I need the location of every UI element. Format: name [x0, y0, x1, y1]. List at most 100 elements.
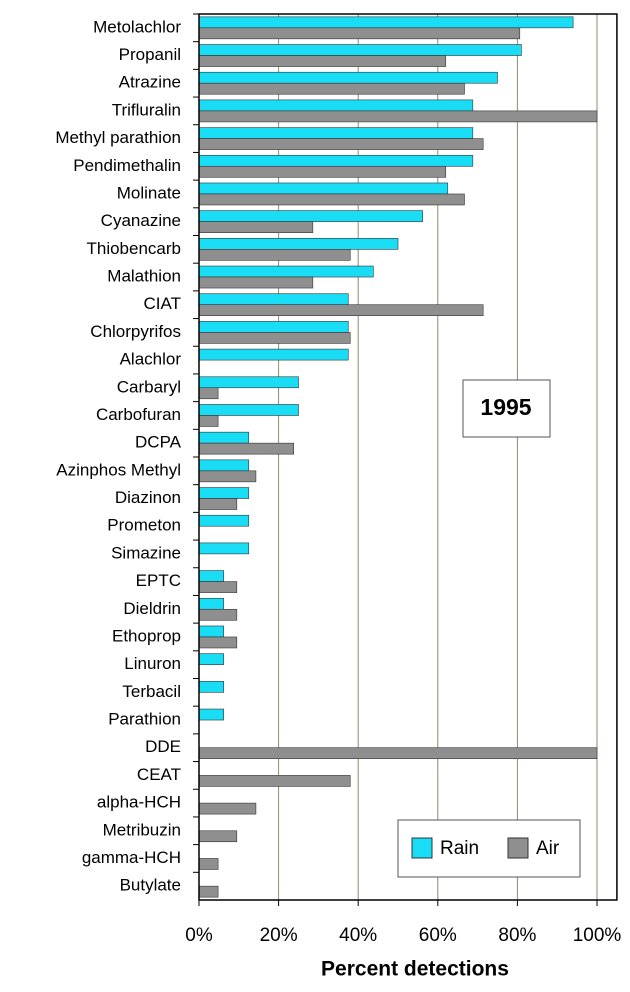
x-tick-label: 20% — [260, 925, 298, 946]
bar — [198, 653, 224, 665]
y-tick-label: gamma-HCH — [82, 848, 181, 867]
bar — [198, 681, 224, 693]
bar — [198, 110, 598, 123]
x-axis-title: Percent detections — [321, 958, 509, 981]
bar — [198, 747, 598, 760]
y-tick-label: Methyl parathion — [55, 128, 181, 147]
y-tick-label: EPTC — [136, 571, 181, 590]
bar — [198, 597, 224, 610]
bar — [198, 55, 447, 67]
x-tick-label: 60% — [419, 925, 457, 946]
y-tick-label: Propanil — [119, 45, 181, 64]
bar — [198, 708, 224, 721]
bar — [198, 348, 349, 361]
annotation: 1995 — [480, 394, 531, 420]
y-tick-label: Linuron — [124, 654, 181, 673]
y-tick-label: Cyanazine — [101, 211, 181, 230]
bar — [198, 498, 238, 510]
y-tick-label: alpha-HCH — [97, 793, 181, 812]
bar — [198, 165, 447, 178]
y-tick-label: DDE — [145, 737, 181, 756]
bar — [198, 16, 574, 29]
bar — [198, 608, 238, 621]
bar — [198, 293, 349, 306]
y-tick-label: CEAT — [137, 765, 181, 784]
bar — [198, 470, 257, 483]
bar — [198, 802, 257, 815]
y-tick-label: Malathion — [107, 267, 181, 286]
annotation-box — [462, 379, 551, 438]
bar — [198, 138, 484, 150]
y-tick-label: Pendimethalin — [73, 156, 181, 175]
bar — [198, 193, 465, 206]
bar — [198, 238, 399, 250]
bar — [198, 82, 465, 95]
y-tick-label: CIAT — [144, 294, 181, 313]
y-tick-label: Metribuzin — [103, 820, 181, 839]
bar — [198, 830, 238, 843]
bar — [198, 885, 219, 898]
bar — [198, 542, 250, 555]
bar — [198, 27, 521, 40]
bar — [198, 99, 474, 112]
bar — [198, 431, 250, 444]
y-tick-label: Trifluralin — [112, 100, 181, 119]
bar — [198, 182, 449, 195]
bar — [198, 459, 250, 472]
bar — [198, 625, 224, 638]
x-tick-label: 40% — [339, 925, 377, 946]
y-tick-label: Molinate — [117, 183, 181, 202]
legend-swatch — [507, 837, 529, 859]
y-tick-label: Simazine — [111, 543, 181, 562]
x-tick-label: 100% — [573, 925, 622, 946]
bar — [198, 127, 474, 139]
y-tick-label: Carbofuran — [96, 405, 181, 424]
bar — [198, 71, 498, 84]
bar — [198, 265, 374, 278]
y-tick-label: Chlorpyrifos — [90, 322, 181, 341]
plot-frame — [198, 13, 618, 901]
bar — [198, 581, 238, 593]
bar — [198, 404, 299, 416]
bar — [198, 858, 219, 870]
bar — [198, 210, 423, 222]
y-tick-label: Butylate — [120, 876, 181, 895]
bar — [198, 304, 484, 317]
bar — [198, 44, 522, 56]
y-tick-label: Azinphos Methyl — [56, 460, 181, 479]
y-tick-label: Metolachlor — [93, 17, 181, 36]
bar — [198, 221, 314, 233]
y-tick-label: Dieldrin — [123, 599, 181, 618]
bar — [198, 487, 250, 499]
x-tick-label: 0% — [185, 925, 213, 946]
bar — [198, 387, 219, 400]
legend-label: Air — [536, 838, 560, 859]
legend-swatch — [411, 837, 433, 859]
y-tick-label: Parathion — [108, 710, 181, 729]
y-tick-label: Alachlor — [120, 350, 182, 369]
y-tick-label: Thiobencarb — [86, 239, 181, 258]
y-tick-label: Ethoprop — [112, 626, 181, 645]
bar — [198, 570, 224, 582]
bar — [198, 415, 219, 427]
y-tick-label: DCPA — [135, 433, 182, 452]
bar — [198, 514, 250, 527]
y-tick-label: Atrazine — [119, 73, 181, 92]
bar — [198, 376, 299, 389]
bar — [198, 321, 349, 333]
legend-label: Rain — [440, 838, 479, 859]
x-tick-label: 80% — [498, 925, 536, 946]
bar — [198, 636, 238, 649]
y-tick-label: Terbacil — [122, 682, 181, 701]
bar — [198, 442, 295, 455]
y-tick-label: Carbaryl — [117, 377, 181, 396]
bar — [198, 276, 314, 289]
y-tick-label: Prometon — [107, 516, 181, 535]
bar — [198, 154, 474, 167]
bar — [198, 332, 351, 344]
bar — [198, 249, 351, 261]
bar — [198, 775, 351, 787]
y-tick-label: Diazinon — [115, 488, 181, 507]
